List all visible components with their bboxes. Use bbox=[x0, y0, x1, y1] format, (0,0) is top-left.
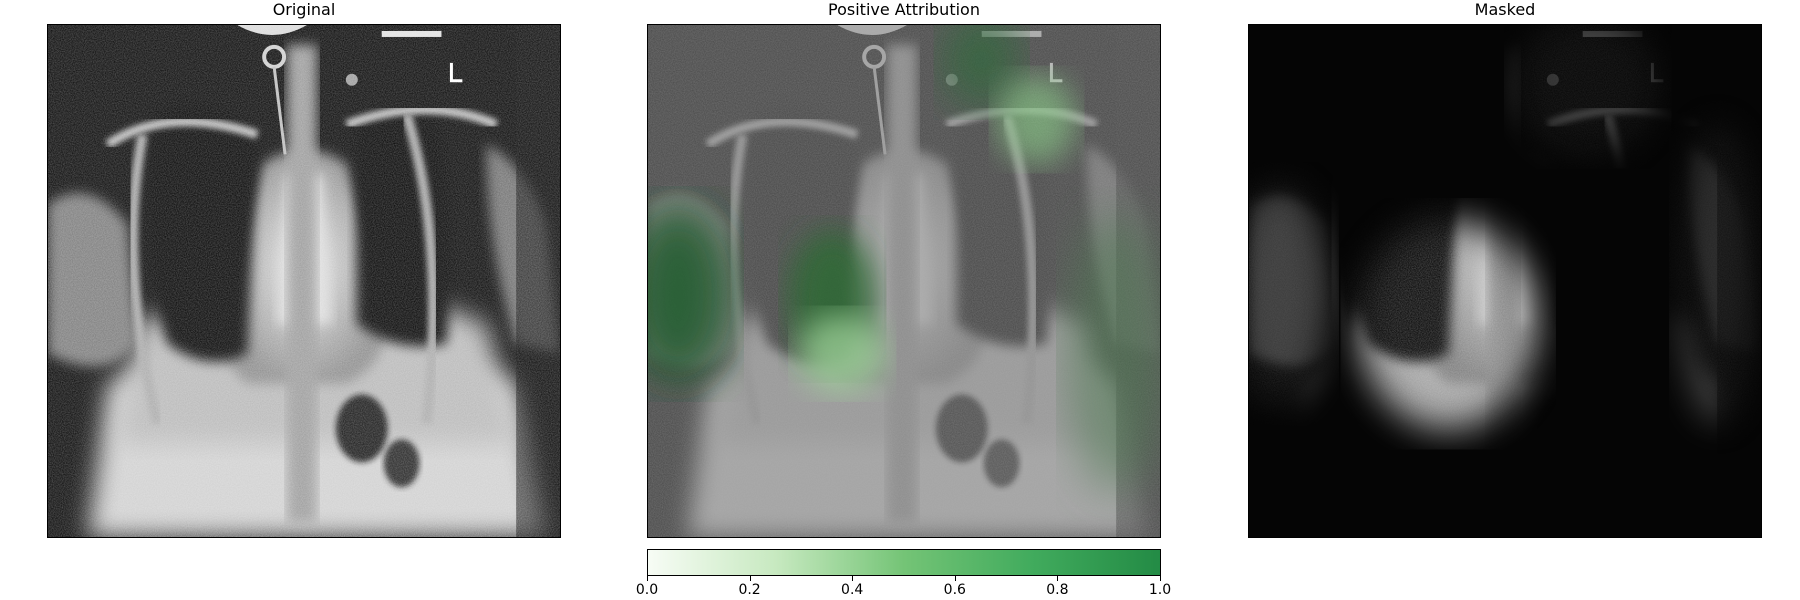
original-xray-graphic bbox=[48, 25, 560, 537]
colorbar-tick-label: 0.2 bbox=[738, 582, 761, 598]
positive-attribution-image bbox=[647, 24, 1161, 538]
panel-title-positive-attribution: Positive Attribution bbox=[828, 0, 980, 19]
panel-title-masked: Masked bbox=[1474, 0, 1536, 19]
masked-graphic bbox=[1249, 25, 1761, 537]
colorbar-tick-label: 0.4 bbox=[841, 582, 864, 598]
colorbar-tick-mark bbox=[1057, 576, 1059, 581]
original-image bbox=[47, 24, 561, 538]
attribution-colorbar bbox=[647, 549, 1161, 576]
colorbar-tick-label: 1.0 bbox=[1148, 582, 1172, 598]
colorbar-tick-mark bbox=[749, 576, 751, 581]
masked-image bbox=[1248, 24, 1762, 538]
attribution-overlay-graphic bbox=[648, 25, 1160, 537]
panel-title-original: Original bbox=[272, 0, 336, 19]
colorbar-tick-mark bbox=[954, 576, 956, 581]
colorbar-tick-mark bbox=[647, 576, 648, 581]
colorbar-tick-mark bbox=[1160, 576, 1161, 581]
colorbar-tick-label: 0.0 bbox=[635, 582, 659, 598]
colorbar-tick-mark bbox=[852, 576, 854, 581]
colorbar-tick-label: 0.6 bbox=[943, 582, 966, 598]
colorbar-tick-label: 0.8 bbox=[1046, 582, 1069, 598]
